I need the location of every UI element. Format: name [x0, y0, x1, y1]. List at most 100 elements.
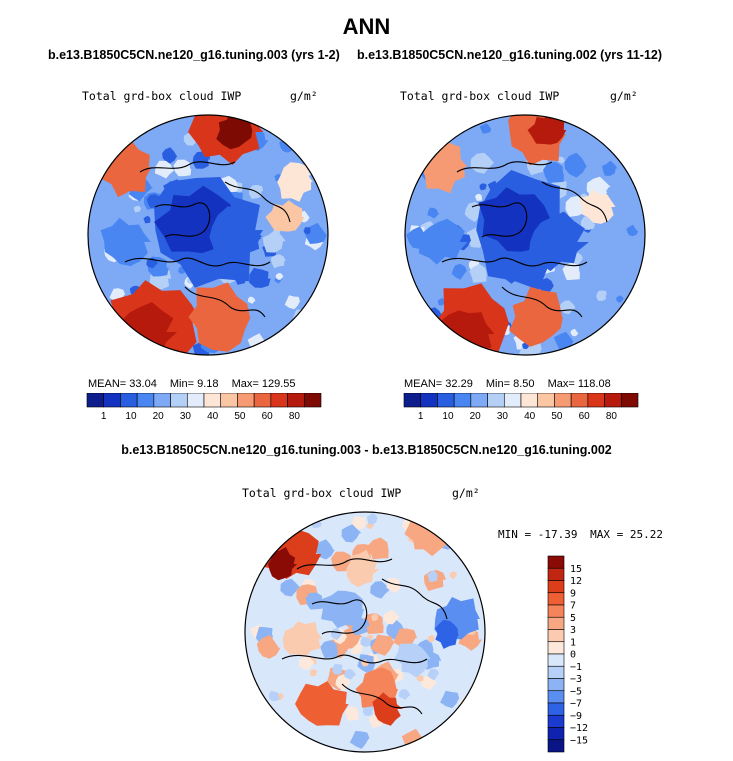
contour-region [394, 643, 431, 678]
contour-region [100, 217, 151, 267]
p3-polar-map [244, 511, 486, 753]
coastline [501, 286, 583, 318]
coastline [541, 181, 608, 223]
p2-polar-map [404, 114, 646, 356]
p2-variable-title: Total grd-box cloud IWP [400, 89, 560, 103]
contour-region [579, 189, 616, 224]
colorbar-swatch [620, 393, 639, 408]
contour-region [371, 613, 379, 621]
figure-title: ANN [342, 14, 391, 39]
contour-region [262, 229, 286, 253]
contour-region [268, 691, 280, 701]
right-case-label: b.e13.B1850C5CN.ne120_g16.tuning.002 (yr… [357, 48, 663, 62]
colorbar-swatch [547, 653, 565, 667]
coastline [154, 202, 211, 238]
colorbar-tick-label: 40 [524, 411, 536, 422]
colorbar-swatch [253, 393, 272, 408]
contour-region [405, 303, 427, 326]
colorbar-tick-label: 20 [153, 411, 165, 422]
contour-region [271, 532, 279, 540]
colorbar-swatch [220, 393, 238, 408]
contour-region [557, 156, 566, 164]
colorbar-tick-label: 30 [180, 411, 192, 422]
p3-max-value: 25.22 [629, 528, 663, 541]
contour-region [280, 578, 301, 597]
contour-region [330, 627, 342, 641]
contour-region [596, 290, 607, 301]
contour-region [372, 692, 403, 726]
contour-region [305, 303, 317, 315]
colorbar-swatch [470, 393, 488, 408]
p1-max-value: 129.55 [261, 378, 296, 390]
contour-region [275, 272, 284, 280]
p3-min-label: MIN = [498, 528, 532, 541]
contour-region [570, 328, 579, 337]
contour-region [341, 524, 362, 543]
coastline [311, 599, 368, 635]
contour-region [451, 263, 467, 280]
colorbar-tick-label: 1 [101, 411, 107, 422]
colorbar-tick-label: −3 [570, 674, 582, 685]
contour-region [418, 218, 468, 265]
colorbar-swatch [270, 393, 288, 408]
contour-region [398, 689, 411, 700]
colorbar-swatch [170, 393, 188, 408]
colorbar-swatch [547, 702, 565, 716]
colorbar-tick-label: 50 [234, 411, 246, 422]
contour-region [406, 145, 418, 157]
contour-region [386, 577, 402, 593]
contour-region [284, 295, 300, 310]
colorbar-tick-label: −7 [570, 699, 582, 710]
contour-region [303, 227, 311, 235]
left-case-label: b.e13.B1850C5CN.ne120_g16.tuning.003 (yr… [48, 48, 340, 62]
coastline [124, 257, 271, 267]
contour-region [360, 636, 372, 647]
contour-region [413, 307, 425, 318]
contour-region [426, 328, 435, 336]
coastline [381, 578, 448, 620]
contour-region [298, 656, 315, 670]
colorbar-tick-label: 10 [442, 411, 454, 422]
contour-region [370, 581, 390, 599]
colorbar-tick-label: 3 [570, 625, 576, 636]
contour-region [188, 282, 251, 352]
contour-region [616, 295, 625, 303]
colorbar-swatch [547, 714, 565, 728]
contour-region [247, 296, 256, 304]
contour-region [528, 211, 589, 272]
contour-region [539, 277, 554, 295]
contour-region [277, 162, 313, 202]
colorbar-swatch [547, 629, 565, 643]
contour-region [440, 690, 460, 709]
coastline [224, 181, 291, 223]
colorbar-tick-label: 50 [551, 411, 563, 422]
contour-region [626, 224, 639, 237]
contour-region [362, 613, 384, 634]
contour-region [265, 200, 305, 232]
p1-polar-map [87, 114, 329, 356]
colorbar-tick-label: −1 [570, 662, 582, 673]
colorbar-swatch [547, 665, 565, 679]
p2-max-value: 118.08 [577, 378, 611, 390]
map-border [404, 114, 646, 356]
colorbar-swatch [420, 393, 438, 408]
contour-region [270, 254, 286, 269]
colorbar-swatch [554, 393, 572, 408]
p1-mean-label: MEAN= [88, 378, 127, 390]
contour-region [331, 551, 353, 572]
coastline [139, 161, 236, 173]
colorbar-swatch [503, 393, 522, 408]
contour-region [383, 610, 400, 625]
contour-region [479, 123, 492, 134]
colorbar-tick-label: 15 [570, 564, 582, 575]
contour-region [282, 621, 323, 657]
contour-region [446, 718, 466, 738]
colorbar-swatch [547, 641, 565, 655]
contour-region [469, 264, 487, 283]
colorbar-tick-label: 80 [606, 411, 618, 422]
colorbar-swatch [547, 580, 565, 594]
colorbar-swatch [520, 393, 539, 408]
contour-region [509, 286, 563, 347]
colorbar-swatch [537, 393, 555, 408]
colorbar-swatch [136, 393, 155, 408]
